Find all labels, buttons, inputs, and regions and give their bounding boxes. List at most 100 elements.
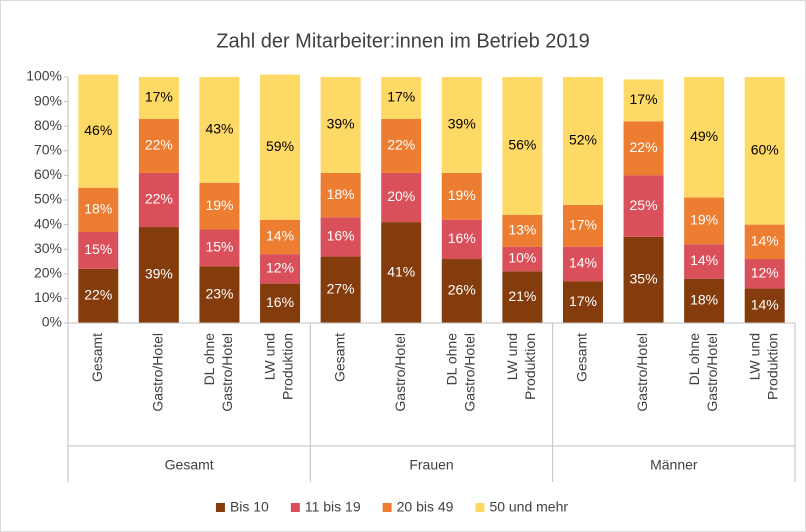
data-label: 13% (508, 221, 536, 237)
y-tick-label: 20% (34, 265, 62, 281)
bar-segment (684, 197, 725, 245)
bar-segment (684, 77, 725, 198)
legend-swatch (382, 503, 392, 512)
y-tick-label: 90% (34, 92, 62, 108)
bar-segment (320, 217, 361, 257)
bar-segment (320, 172, 361, 218)
data-label: 18% (690, 292, 718, 308)
chart-title: Zahl der Mitarbeiter:innen im Betrieb 20… (216, 30, 590, 52)
data-label: 26% (448, 282, 476, 298)
x-tick-label: Gastro/Hotel (704, 333, 720, 412)
data-label: 18% (327, 186, 355, 202)
bar-segment (78, 268, 119, 323)
legend-label: 11 bis 19 (305, 499, 361, 515)
bar-segment (744, 224, 785, 260)
data-label: 56% (508, 137, 536, 153)
data-label: 19% (448, 187, 476, 203)
x-tick-label: DL ohne (686, 333, 702, 386)
y-tick-label: 100% (26, 68, 62, 84)
data-label: 16% (327, 228, 355, 244)
bar-segment (562, 246, 603, 282)
legend-label: Bis 10 (230, 499, 269, 515)
data-label: 21% (508, 288, 536, 304)
data-label: 19% (205, 197, 233, 213)
data-label: 60% (751, 142, 779, 158)
group-label: Frauen (409, 457, 453, 473)
data-label: 15% (205, 239, 233, 255)
bar-segment (381, 118, 422, 173)
bar-segment (623, 121, 664, 176)
data-label: 22% (84, 287, 112, 303)
bar-segment (623, 236, 664, 323)
bar-segment (623, 79, 664, 122)
bar-segment (260, 74, 301, 220)
data-label: 17% (569, 293, 597, 309)
legend-swatch (290, 503, 300, 512)
bar-segment (260, 254, 301, 284)
bar-segment (78, 74, 119, 188)
data-label: 14% (690, 252, 718, 268)
bar-segment (320, 77, 361, 173)
data-label: 22% (145, 191, 173, 207)
data-label: 59% (266, 138, 294, 154)
bar-segment (381, 222, 422, 323)
data-label: 20% (387, 188, 415, 204)
y-tick-label: 80% (34, 117, 62, 133)
data-label: 19% (690, 212, 718, 228)
data-label: 49% (690, 128, 718, 144)
bar-segment (502, 271, 543, 323)
data-label: 22% (145, 137, 173, 153)
data-label: 17% (387, 89, 415, 105)
bar-segment (744, 259, 785, 289)
bar-segment (260, 283, 301, 323)
data-label: 39% (145, 266, 173, 282)
group-label: Gesamt (165, 457, 214, 473)
bar-segment (441, 259, 482, 323)
data-label: 14% (266, 228, 294, 244)
bar-segment (441, 219, 482, 260)
bar-segment (138, 118, 179, 173)
x-tick-label: LW und (504, 333, 520, 380)
group-label: Männer (650, 457, 698, 473)
bar-segment (199, 182, 240, 230)
y-tick-label: 70% (34, 142, 62, 158)
legend-label: 50 und mehr (489, 499, 568, 515)
x-tick-label: Gastro/Hotel (150, 333, 166, 412)
x-tick-label: Gesamt (574, 333, 590, 382)
bar-segment (502, 246, 543, 272)
x-tick-label: DL ohne (201, 333, 217, 386)
legend-swatch (215, 503, 225, 512)
bar-segment (381, 172, 422, 223)
legend-swatch (475, 503, 485, 512)
data-label: 14% (569, 255, 597, 271)
x-tick-label: Gastro/Hotel (392, 333, 408, 412)
x-tick-label: Produktion (522, 333, 538, 400)
data-label: 22% (387, 137, 415, 153)
data-label: 10% (508, 250, 536, 266)
bar-segment (199, 77, 240, 183)
y-tick-label: 60% (34, 166, 62, 182)
bar-segment (502, 77, 543, 215)
bar-segment (744, 77, 785, 225)
data-label: 52% (569, 132, 597, 148)
data-label: 16% (448, 230, 476, 246)
data-label: 39% (327, 116, 355, 132)
data-label: 25% (630, 197, 658, 213)
data-label: 14% (751, 233, 779, 249)
y-tick-label: 40% (34, 215, 62, 231)
data-label: 46% (84, 122, 112, 138)
x-tick-label: Gesamt (89, 333, 105, 382)
x-tick-label: Gastro/Hotel (461, 333, 477, 412)
bar-segment (138, 172, 179, 228)
y-tick-label: 50% (34, 191, 62, 207)
x-tick-label: LW und (262, 333, 278, 380)
data-label: 17% (630, 91, 658, 107)
x-tick-label: DL ohne (443, 333, 459, 386)
data-label: 22% (630, 139, 658, 155)
legend-label: 20 bis 49 (397, 499, 454, 515)
bar-segment (381, 77, 422, 119)
bar-segment (623, 175, 664, 237)
bar-segment (441, 77, 482, 173)
bar-segment (138, 77, 179, 119)
